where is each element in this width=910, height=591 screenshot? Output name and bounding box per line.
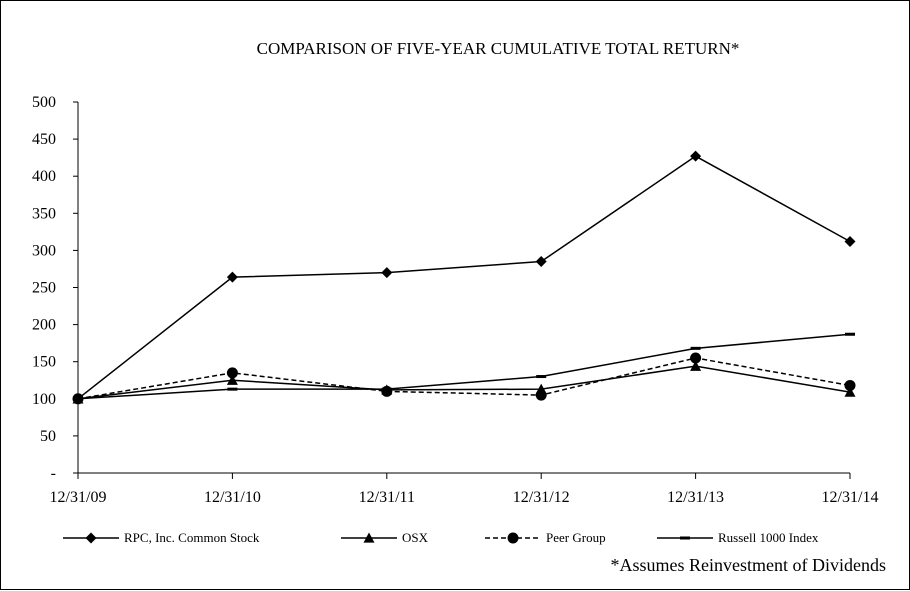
- legend-item: Peer Group: [485, 530, 606, 545]
- series-layer: [72, 150, 856, 405]
- data-point: [845, 332, 855, 336]
- legend-item: RPC, Inc. Common Stock: [63, 530, 260, 545]
- chart-footnote: *Assumes Reinvestment of Dividends: [611, 555, 886, 575]
- chart-axes: - 50 100 150 200 250 300 350 400 450 500 12/31/09 12…: [32, 94, 878, 506]
- legend-item: Russell 1000 Index: [657, 530, 819, 545]
- x-tick-label: 12/31/14: [822, 489, 879, 506]
- data-point: [844, 379, 856, 391]
- y-tick-label: 400: [32, 168, 56, 185]
- y-tick-label: 250: [32, 280, 56, 297]
- y-tick-label: 350: [32, 205, 56, 222]
- legend-label: Peer Group: [546, 530, 606, 545]
- chart-legend: RPC, Inc. Common Stock OSX Peer Group Russe…: [63, 530, 819, 545]
- legend-marker: [507, 532, 519, 544]
- series-russell-1000-index: [73, 332, 855, 401]
- legend-label: RPC, Inc. Common Stock: [124, 530, 260, 545]
- x-tick-label: 12/31/12: [513, 489, 570, 506]
- y-tick-label: -: [51, 465, 56, 482]
- series-line: [77, 365, 851, 400]
- legend-marker: [363, 532, 375, 543]
- data-point: [226, 374, 238, 385]
- legend-label: Russell 1000 Index: [718, 530, 819, 545]
- data-point: [226, 271, 238, 283]
- x-tick-label: 12/31/13: [667, 489, 724, 506]
- data-point: [73, 397, 83, 401]
- y-tick-label: 50: [40, 428, 56, 445]
- x-tick-label: 12/31/09: [50, 489, 107, 506]
- data-point: [690, 150, 702, 162]
- legend-label: OSX: [402, 530, 429, 545]
- series-line: [77, 357, 851, 400]
- legend-marker: [680, 536, 690, 540]
- data-point: [690, 352, 702, 364]
- data-point: [226, 367, 238, 379]
- y-tick-label: 450: [32, 131, 56, 148]
- data-point: [381, 385, 393, 397]
- y-tick-label: 150: [32, 354, 56, 371]
- data-point: [844, 235, 856, 247]
- legend-marker: [85, 532, 97, 544]
- x-tick-label: 12/31/11: [359, 489, 415, 506]
- data-point: [381, 267, 393, 279]
- data-point: [844, 386, 856, 397]
- legend-item: OSX: [341, 530, 429, 545]
- data-point: [227, 387, 238, 391]
- series-line: [77, 155, 851, 400]
- y-tick-label: 300: [32, 242, 56, 259]
- data-point: [690, 360, 702, 371]
- data-point: [381, 387, 392, 391]
- data-point: [535, 256, 547, 268]
- data-point: [536, 375, 547, 379]
- series-osx: [72, 360, 856, 404]
- data-point: [690, 346, 701, 350]
- y-tick-label: 200: [32, 317, 56, 334]
- x-tick-label: 12/31/10: [204, 489, 261, 506]
- y-tick-label: 100: [32, 391, 56, 408]
- chart-title: COMPARISON OF FIVE-YEAR CUMULATIVE TOTAL…: [257, 39, 740, 58]
- y-tick-label: 500: [32, 94, 56, 111]
- data-point: [535, 389, 547, 401]
- series-line: [77, 333, 851, 400]
- series-peer-group: [72, 352, 856, 405]
